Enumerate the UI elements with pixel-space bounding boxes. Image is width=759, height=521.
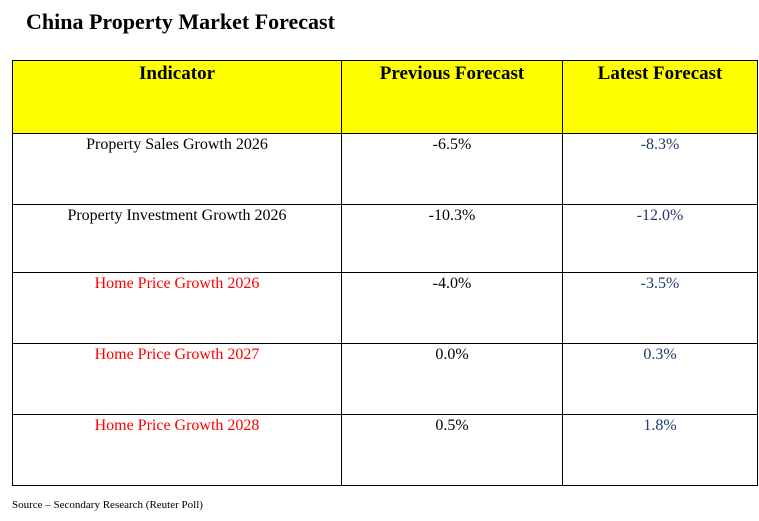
page-title: China Property Market Forecast	[26, 9, 335, 34]
latest-forecast-cell: -3.5%	[562, 272, 758, 344]
header-latest-forecast: Latest Forecast	[562, 60, 758, 134]
latest-forecast-cell: -8.3%	[562, 133, 758, 205]
header-indicator: Indicator	[12, 60, 342, 134]
indicator-cell: Property Sales Growth 2026	[12, 133, 342, 205]
indicator-cell: Home Price Growth 2028	[12, 414, 342, 486]
table-row: Property Investment Growth 2026 -10.3% -…	[12, 204, 758, 273]
previous-forecast-cell: 0.5%	[341, 414, 563, 486]
latest-forecast-cell: 1.8%	[562, 414, 758, 486]
table-row: Home Price Growth 2027 0.0% 0.3%	[12, 343, 758, 415]
previous-forecast-cell: -6.5%	[341, 133, 563, 205]
indicator-cell: Home Price Growth 2026	[12, 272, 342, 344]
header-previous-forecast: Previous Forecast	[341, 60, 563, 134]
table-row: Home Price Growth 2028 0.5% 1.8%	[12, 414, 758, 486]
table-header-row: Indicator Previous Forecast Latest Forec…	[12, 60, 758, 134]
latest-forecast-cell: 0.3%	[562, 343, 758, 415]
source-note: Source – Secondary Research (Reuter Poll…	[12, 499, 203, 511]
indicator-cell: Property Investment Growth 2026	[12, 204, 342, 273]
previous-forecast-cell: -10.3%	[341, 204, 563, 273]
forecast-table: Indicator Previous Forecast Latest Forec…	[12, 60, 758, 486]
table-row: Property Sales Growth 2026 -6.5% -8.3%	[12, 133, 758, 205]
previous-forecast-cell: -4.0%	[341, 272, 563, 344]
previous-forecast-cell: 0.0%	[341, 343, 563, 415]
indicator-cell: Home Price Growth 2027	[12, 343, 342, 415]
table-row: Home Price Growth 2026 -4.0% -3.5%	[12, 272, 758, 344]
latest-forecast-cell: -12.0%	[562, 204, 758, 273]
